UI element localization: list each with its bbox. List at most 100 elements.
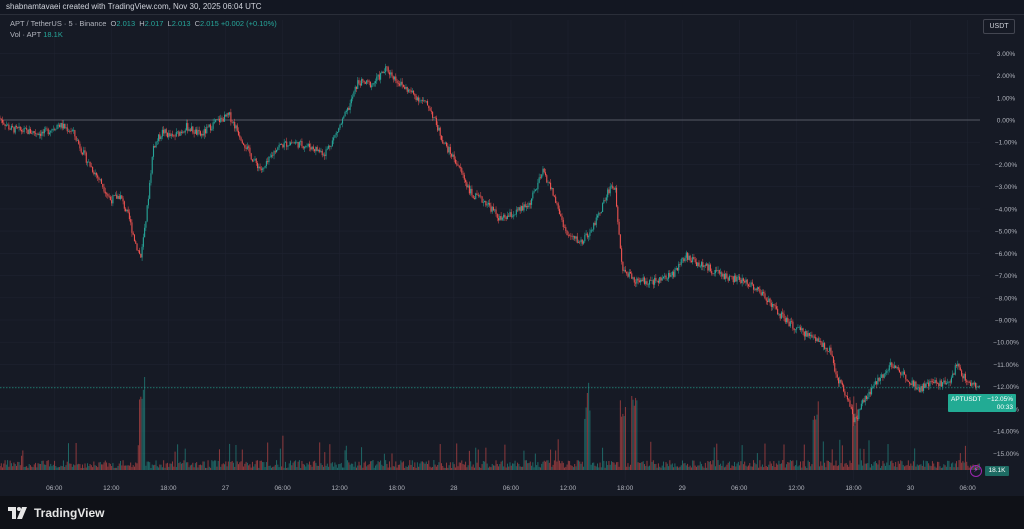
volume-bar xyxy=(832,465,834,470)
volume-bar xyxy=(933,463,935,470)
volume-bar xyxy=(255,460,257,470)
volume-bar xyxy=(397,464,399,470)
candle-body xyxy=(142,237,144,247)
volume-bar xyxy=(777,464,779,470)
candle-body xyxy=(678,264,680,271)
volume-bar xyxy=(319,442,321,470)
volume-bar xyxy=(584,418,586,470)
volume-bar xyxy=(708,461,710,470)
volume-bar xyxy=(815,419,817,470)
tradingview-brand[interactable]: TradingView xyxy=(34,505,105,520)
volume-bar xyxy=(945,466,947,470)
volume-bar xyxy=(898,463,900,470)
volume-bar xyxy=(822,441,824,470)
volume-bar xyxy=(10,463,12,470)
volume-bar xyxy=(52,464,54,470)
candle-body xyxy=(335,132,337,136)
volume-bar xyxy=(342,467,344,470)
volume-bar xyxy=(690,467,692,470)
volume-bar xyxy=(556,461,558,470)
candle-body xyxy=(154,145,156,148)
x-tick-label: 18:00 xyxy=(389,485,406,492)
candle-body xyxy=(744,281,746,283)
candle-body xyxy=(251,159,254,162)
candle-body xyxy=(225,114,227,117)
volume-bar xyxy=(169,463,171,470)
candle-body xyxy=(184,130,186,133)
candle-body xyxy=(805,331,807,337)
candle-body xyxy=(282,144,284,148)
candle-body xyxy=(530,198,533,205)
volume-bar xyxy=(803,444,805,470)
volume-bar xyxy=(383,453,385,470)
volume-bar xyxy=(518,463,520,470)
candle-body xyxy=(245,147,247,149)
legend-symbol[interactable]: APT / TetherUS · 5 · Binance xyxy=(10,19,107,28)
candle-body xyxy=(41,131,43,136)
volume-bar xyxy=(838,465,840,470)
candle-body xyxy=(164,129,166,134)
candle-body xyxy=(813,336,815,338)
volume-bar xyxy=(892,463,894,470)
candle-body xyxy=(478,195,481,197)
volume-bar xyxy=(193,467,195,470)
currency-button[interactable]: USDT xyxy=(983,19,1015,34)
volume-bar xyxy=(423,462,425,470)
volume-bar xyxy=(557,439,559,470)
candle-body xyxy=(50,130,52,133)
candle-body xyxy=(680,259,682,265)
volume-bar xyxy=(154,464,156,470)
lightning-icon[interactable]: ⚡ xyxy=(970,465,982,477)
volume-bar xyxy=(375,465,377,470)
candle-body xyxy=(435,117,437,125)
volume-bar xyxy=(18,462,20,470)
candle-body xyxy=(193,132,195,134)
volume-bar xyxy=(355,467,357,470)
volume-bar xyxy=(135,462,137,470)
candle-body xyxy=(107,194,109,196)
candle-body xyxy=(340,123,342,125)
candle-body xyxy=(376,76,378,82)
candle-body xyxy=(624,269,626,272)
candle-body xyxy=(270,155,273,157)
volume-bar xyxy=(298,460,300,470)
candle-body xyxy=(690,260,692,263)
volume-bar xyxy=(547,460,549,470)
volume-bar xyxy=(789,460,791,470)
volume-bar xyxy=(434,464,436,470)
volume-bar xyxy=(850,462,852,470)
volume-bar xyxy=(759,460,761,470)
tradingview-logo-icon[interactable] xyxy=(8,506,28,519)
volume-bar xyxy=(670,464,672,470)
candle-body xyxy=(385,66,387,73)
candle-body xyxy=(500,216,502,220)
volume-bar xyxy=(349,464,351,470)
volume-bar xyxy=(279,448,281,470)
candle-body xyxy=(747,284,750,287)
candle-body xyxy=(793,328,795,331)
candle-body xyxy=(256,162,259,169)
candle-body xyxy=(575,236,577,239)
candle-body xyxy=(557,203,559,209)
volume-bar xyxy=(440,463,442,470)
candle-body xyxy=(79,143,81,149)
candle-body xyxy=(295,142,297,144)
candle-body xyxy=(731,275,733,277)
volume-bar xyxy=(817,401,819,470)
volume-bar xyxy=(524,460,526,470)
candle-body xyxy=(660,277,662,281)
volume-bar xyxy=(763,467,765,470)
volume-bar xyxy=(306,463,308,470)
candle-body xyxy=(480,195,482,197)
candle-body xyxy=(70,131,72,132)
volume-bar xyxy=(812,419,814,470)
volume-bar xyxy=(421,461,423,470)
candle-body xyxy=(95,172,97,176)
volume-bar xyxy=(206,467,208,470)
volume-bar xyxy=(22,450,24,470)
volume-bar xyxy=(819,466,821,470)
legend-volume-label[interactable]: Vol · APT xyxy=(10,30,42,39)
volume-bar xyxy=(944,465,946,470)
volume-bar xyxy=(144,377,146,470)
